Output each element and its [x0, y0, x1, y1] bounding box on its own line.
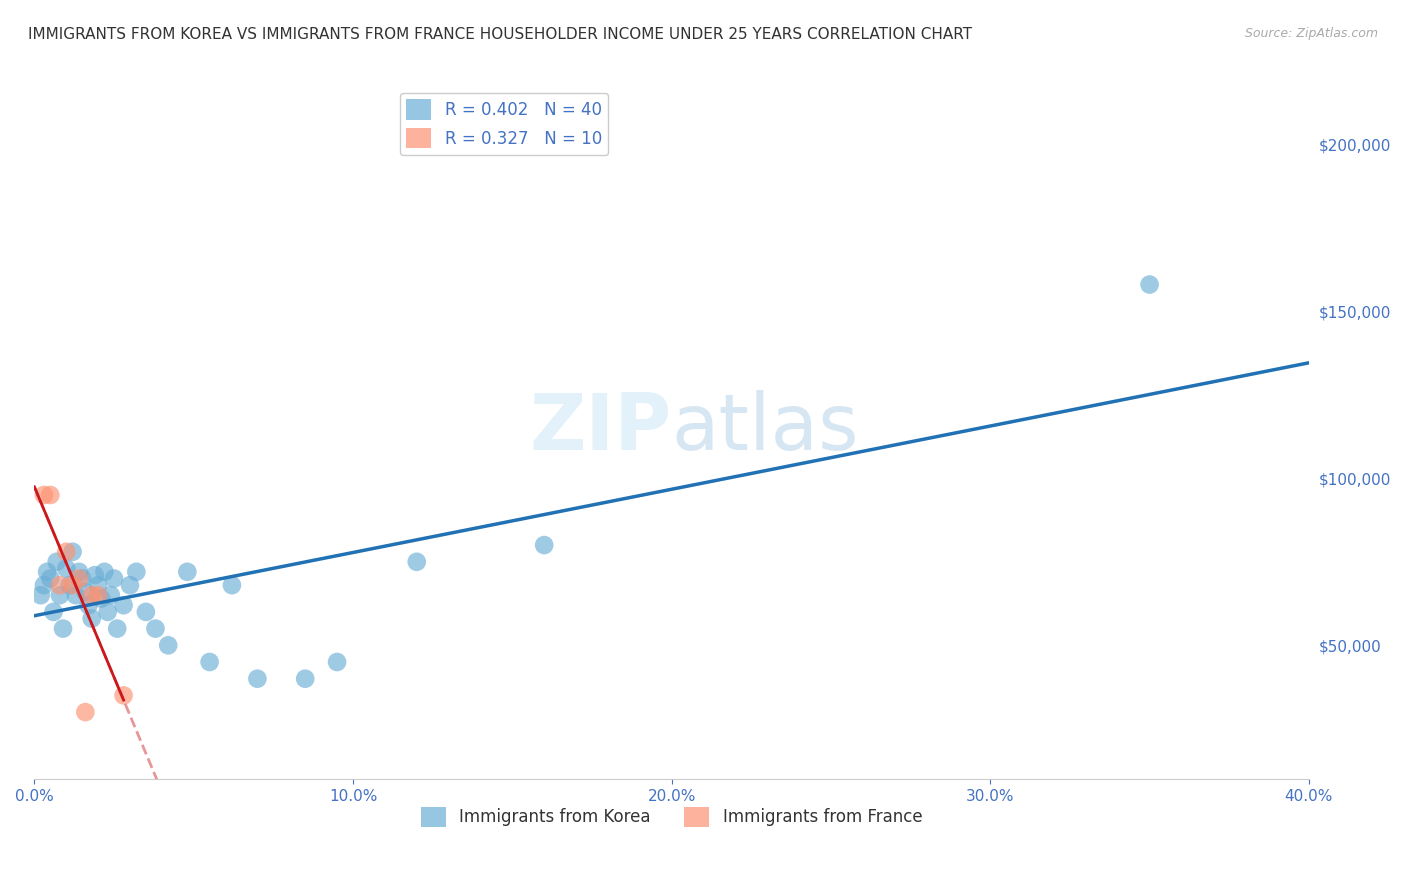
Point [39, 572, 62, 586]
Point [75, 585, 97, 599]
Point [62, 578, 84, 592]
Point [135, 605, 157, 619]
Point [80, 611, 103, 625]
Point [75, 705, 97, 719]
Point [58, 578, 80, 592]
Point [30, 588, 52, 602]
Point [103, 572, 125, 586]
Point [1139, 277, 1161, 292]
Point [70, 572, 93, 586]
Point [326, 655, 349, 669]
Point [77, 598, 100, 612]
Text: atlas: atlas [672, 390, 859, 467]
Legend: Immigrants from Korea, Immigrants from France: Immigrants from Korea, Immigrants from F… [415, 800, 929, 834]
Point [45, 555, 67, 569]
Point [42, 605, 65, 619]
Text: Source: ZipAtlas.com: Source: ZipAtlas.com [1244, 27, 1378, 40]
Point [90, 591, 112, 606]
Point [198, 655, 221, 669]
Point [52, 622, 75, 636]
Point [246, 672, 269, 686]
Point [97, 605, 120, 619]
Point [67, 572, 90, 586]
Point [533, 538, 555, 552]
Point [93, 565, 115, 579]
Point [49, 588, 72, 602]
Point [37, 565, 59, 579]
Point [32, 578, 55, 592]
Point [105, 622, 128, 636]
Point [62, 545, 84, 559]
Point [100, 588, 122, 602]
Point [221, 578, 243, 592]
Point [80, 588, 103, 602]
Point [32, 488, 55, 502]
Point [87, 588, 110, 602]
Point [405, 555, 427, 569]
Point [55, 545, 77, 559]
Point [87, 578, 110, 592]
Point [176, 565, 198, 579]
Point [84, 568, 107, 582]
Point [157, 638, 180, 652]
Point [39, 488, 62, 502]
Point [294, 672, 316, 686]
Point [67, 565, 90, 579]
Point [49, 578, 72, 592]
Point [112, 598, 135, 612]
Point [125, 565, 148, 579]
Text: IMMIGRANTS FROM KOREA VS IMMIGRANTS FROM FRANCE HOUSEHOLDER INCOME UNDER 25 YEAR: IMMIGRANTS FROM KOREA VS IMMIGRANTS FROM… [28, 27, 972, 42]
Point [65, 588, 87, 602]
Point [55, 561, 77, 575]
Point [118, 578, 141, 592]
Point [112, 689, 135, 703]
Text: ZIP: ZIP [530, 390, 672, 467]
Point [145, 622, 167, 636]
